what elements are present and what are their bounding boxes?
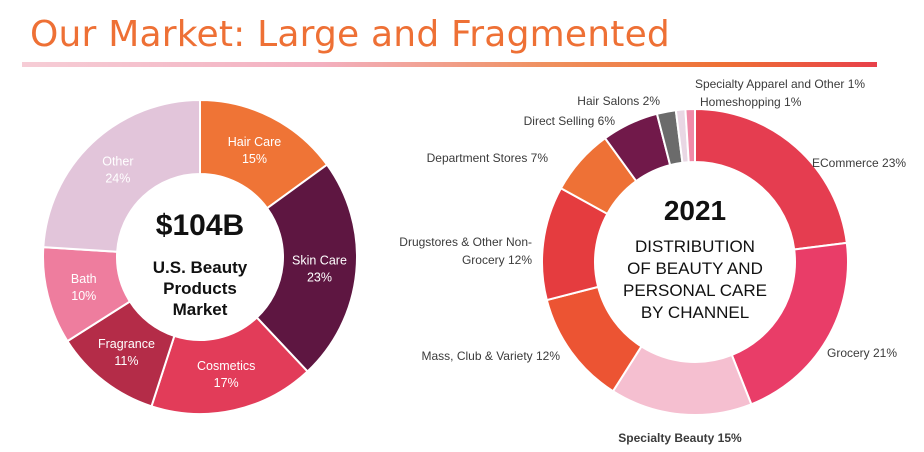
slice-label: Drugstores & Other Non- — [399, 235, 532, 249]
label-bath: Bath — [71, 272, 97, 286]
slice-label: Mass, Club & Variety 12% — [422, 349, 561, 363]
label-skin-care: Skin Care — [292, 253, 347, 267]
donut-hole — [596, 163, 794, 361]
slice-label: Hair Salons 2% — [577, 94, 660, 108]
center-line: Products — [163, 279, 237, 298]
center-line: U.S. Beauty — [153, 258, 248, 277]
center-line: PERSONAL CARE — [623, 281, 767, 300]
label-other: Other — [102, 155, 133, 169]
slice-cosmetics — [150, 316, 309, 415]
value-cosmetics: 17% — [214, 376, 239, 390]
center-line: Market — [173, 300, 228, 319]
slice-label: Specialty Apparel and Other 1% — [695, 77, 865, 91]
value-bath: 10% — [71, 289, 96, 303]
label-cosmetics: Cosmetics — [197, 359, 255, 373]
value-other: 24% — [105, 172, 130, 186]
value-skin-care: 23% — [307, 270, 332, 284]
page-title: Our Market: Large and Fragmented — [30, 14, 670, 55]
slice-label: Specialty Beauty 15% — [618, 431, 742, 445]
slice-label: Grocery 12% — [462, 253, 532, 267]
slice-skin-care — [255, 163, 358, 373]
slice-label: ECommerce 23% — [812, 156, 906, 170]
slice-label: Department Stores 7% — [427, 151, 549, 165]
slice-label: Direct Selling 6% — [524, 114, 616, 128]
center-value: $104B — [156, 209, 244, 242]
center-line: DISTRIBUTION — [635, 237, 755, 256]
title-underline — [22, 62, 877, 67]
value-fragrance: 11% — [114, 354, 138, 368]
slice-other — [42, 98, 201, 253]
slice-homeshopping — [684, 107, 696, 164]
center-value: 2021 — [664, 195, 726, 226]
center-line: OF BEAUTY AND — [627, 259, 763, 278]
slice-label: Grocery 21% — [827, 346, 897, 360]
center-line: BY CHANNEL — [641, 303, 749, 322]
label-hair-care: Hair Care — [228, 135, 282, 149]
donut-hole — [118, 175, 282, 339]
value-hair-care: 15% — [242, 152, 267, 166]
label-fragrance: Fragrance — [98, 337, 155, 351]
slice-label: Homeshopping 1% — [700, 95, 802, 109]
